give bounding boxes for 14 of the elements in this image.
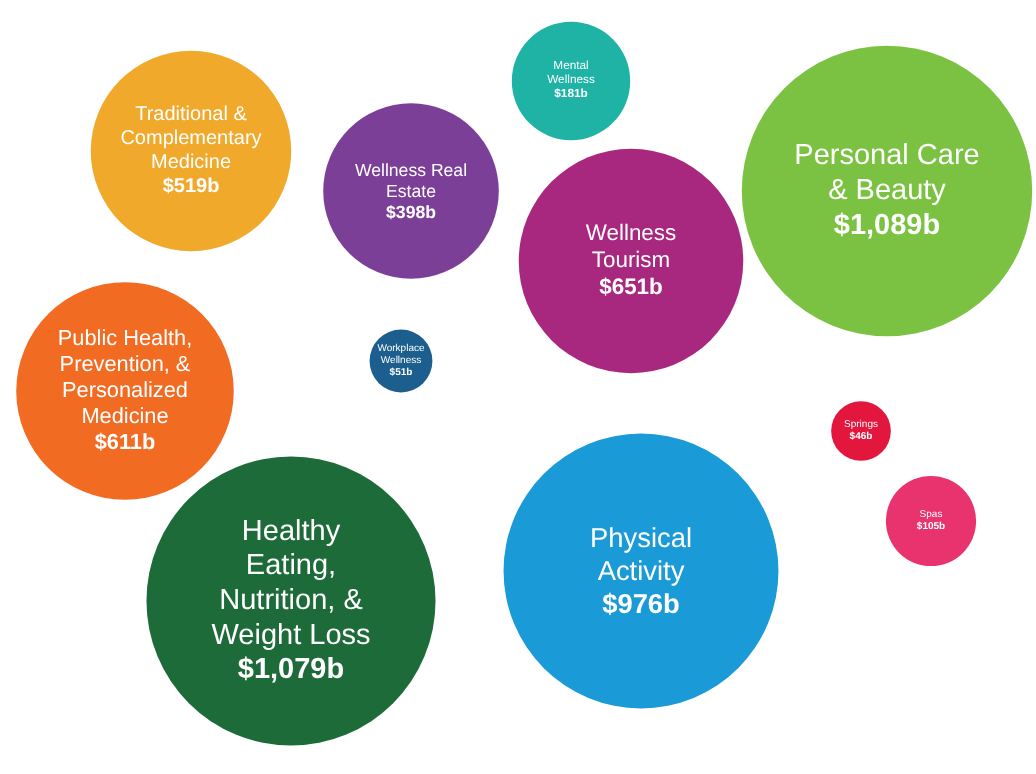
data-label: $398b [386, 202, 438, 223]
category-label: Traditional & Complementary Medicine [120, 103, 262, 175]
data-label: $519b [162, 176, 220, 199]
category-label: Healthy Eating, Nutrition, & Weight Loss [211, 515, 371, 652]
data-label: $611b [94, 431, 156, 456]
data-label: $1,089b [833, 209, 941, 242]
data-label: $651b [599, 275, 664, 300]
category-label: Wellness Tourism [585, 222, 677, 273]
data-label: $976b [602, 588, 680, 619]
category-label: Personal Care & Beauty [794, 140, 980, 207]
category-label: Public Health, Prevention, & Personalized Medicine [57, 326, 193, 430]
data-label: $1,079b [237, 654, 345, 687]
category-label: Physical Activity [590, 523, 692, 586]
category-label: Wellness Real Estate [354, 159, 468, 201]
